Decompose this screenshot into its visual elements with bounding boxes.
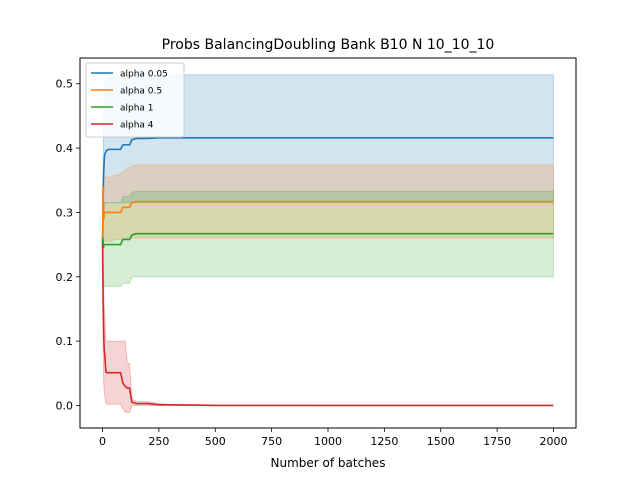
legend-label-alpha-0-5: alpha 0.5 [120, 87, 162, 97]
x-tick-label: 1000 [314, 435, 342, 448]
x-axis-ticks: 0 250 500 750 1000 1250 1500 1750 2000 [99, 428, 567, 448]
y-tick-label: 0.4 [56, 142, 74, 155]
y-tick-label: 0.1 [56, 335, 74, 348]
y-tick-label: 0.5 [56, 78, 74, 91]
y-tick-label: 0.0 [56, 399, 74, 412]
x-tick-label: 1750 [483, 435, 511, 448]
y-axis-ticks: 0.0 0.1 0.2 0.3 0.4 0.5 [56, 78, 80, 412]
x-tick-label: 250 [148, 435, 169, 448]
x-tick-label: 750 [261, 435, 282, 448]
band-alpha-1 [102, 190, 554, 287]
legend-label-alpha-1: alpha 1 [120, 104, 154, 114]
x-axis-label: Number of batches [271, 456, 386, 470]
x-tick-label: 2000 [539, 435, 567, 448]
legend-label-alpha-0-05: alpha 0.05 [120, 70, 168, 80]
legend-box [85, 62, 185, 138]
x-tick-label: 1250 [370, 435, 398, 448]
line-alpha-0-5 [101, 185, 554, 245]
x-tick-label: 1500 [427, 435, 455, 448]
line-alpha-4 [101, 244, 554, 407]
chart-title: Probs BalancingDoubling Bank B10 N 10_10… [162, 37, 495, 53]
legend: alpha 0.05 alpha 0.5 alpha 1 alpha 4 [85, 62, 185, 138]
line-alpha-1 [101, 232, 554, 249]
y-tick-label: 0.2 [56, 271, 74, 284]
x-tick-label: 500 [205, 435, 226, 448]
band-alpha-0-5 [102, 164, 554, 252]
x-tick-label: 0 [99, 435, 106, 448]
line-alpha-0-05 [101, 136, 554, 245]
y-tick-label: 0.3 [56, 206, 74, 219]
series-lines [101, 136, 554, 407]
confidence-bands [102, 74, 554, 414]
legend-label-alpha-4: alpha 4 [120, 121, 154, 131]
